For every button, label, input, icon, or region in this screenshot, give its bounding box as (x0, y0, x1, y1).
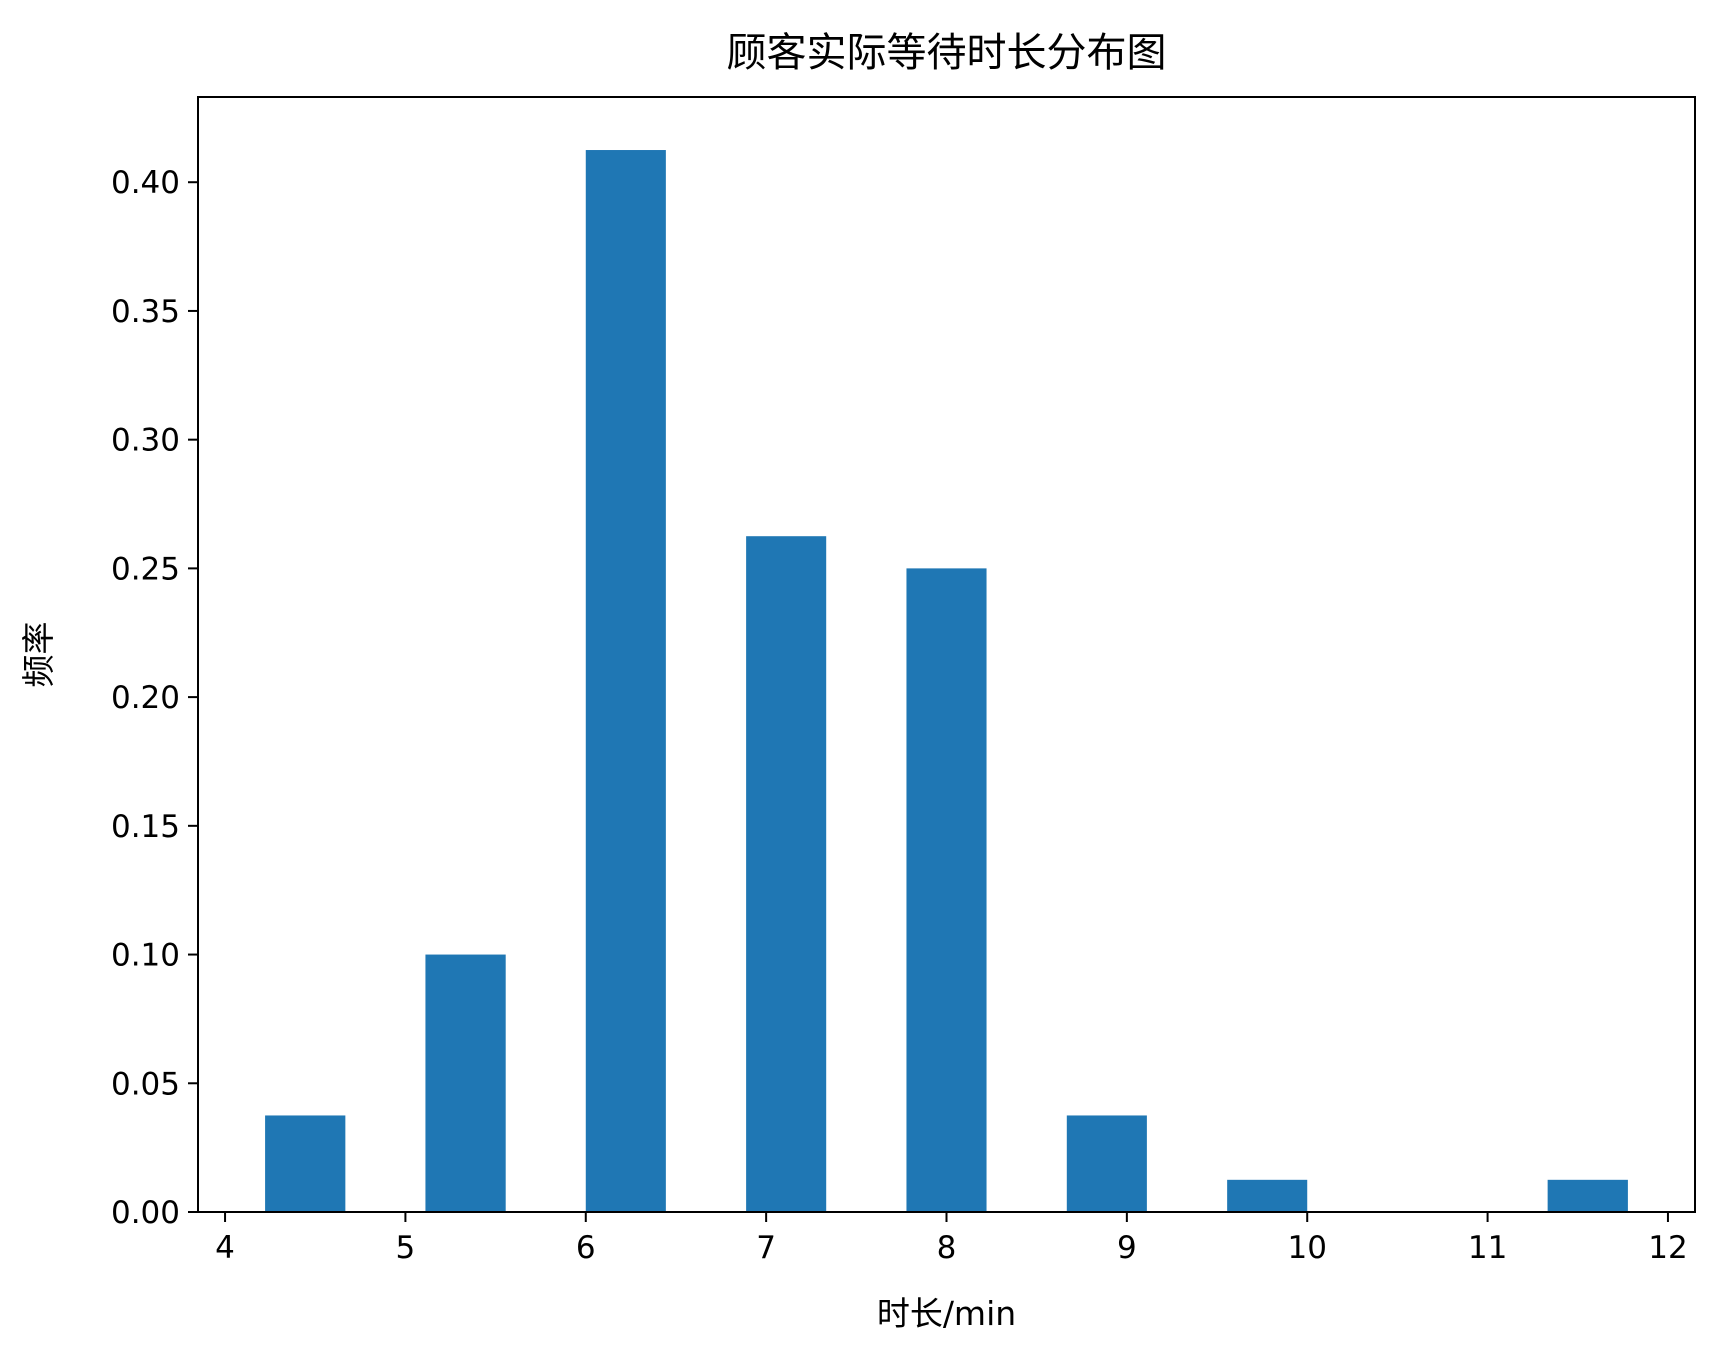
x-axis-label: 时长/min (877, 1294, 1016, 1333)
histogram-bar (1066, 1115, 1147, 1212)
y-tick-label: 0.25 (111, 551, 180, 587)
y-axis-label: 频率 (19, 622, 58, 688)
plot-frame (197, 96, 1696, 1213)
chart-title: 顾客实际等待时长分布图 (727, 30, 1167, 76)
y-tick-label: 0.40 (111, 165, 180, 201)
bars-group (265, 150, 1628, 1212)
y-tick-label: 0.35 (111, 294, 180, 330)
y-tick-label: 0.00 (111, 1195, 180, 1231)
y-tick-label: 0.15 (111, 809, 180, 845)
x-tick-label: 4 (215, 1230, 235, 1266)
x-tick-label: 6 (576, 1230, 596, 1266)
y-tick-label: 0.05 (111, 1066, 180, 1102)
histogram-bar (425, 954, 506, 1212)
histogram-bar (906, 568, 987, 1212)
histogram-bar (265, 1115, 346, 1212)
y-tick-label: 0.30 (111, 423, 180, 459)
x-tick-label: 10 (1287, 1230, 1326, 1266)
x-tick-label: 8 (937, 1230, 957, 1266)
x-tick-label: 5 (396, 1230, 416, 1266)
y-tick-label: 0.10 (111, 938, 180, 974)
histogram-bar (1547, 1179, 1628, 1212)
x-tick-label: 9 (1117, 1230, 1137, 1266)
histogram-bar (585, 150, 666, 1212)
x-tick-label: 12 (1648, 1230, 1687, 1266)
x-tick-label: 11 (1468, 1230, 1507, 1266)
y-axis-ticks: 0.00 0.05 0.10 0.15 0.20 0.25 0.30 0.35 0.40 (111, 165, 198, 1231)
histogram-bar (746, 536, 827, 1212)
y-tick-label: 0.20 (111, 680, 180, 716)
histogram-bar (1227, 1179, 1308, 1212)
x-axis-ticks: 4 5 6 7 8 9 10 11 12 (215, 1212, 1688, 1266)
x-tick-label: 7 (756, 1230, 776, 1266)
